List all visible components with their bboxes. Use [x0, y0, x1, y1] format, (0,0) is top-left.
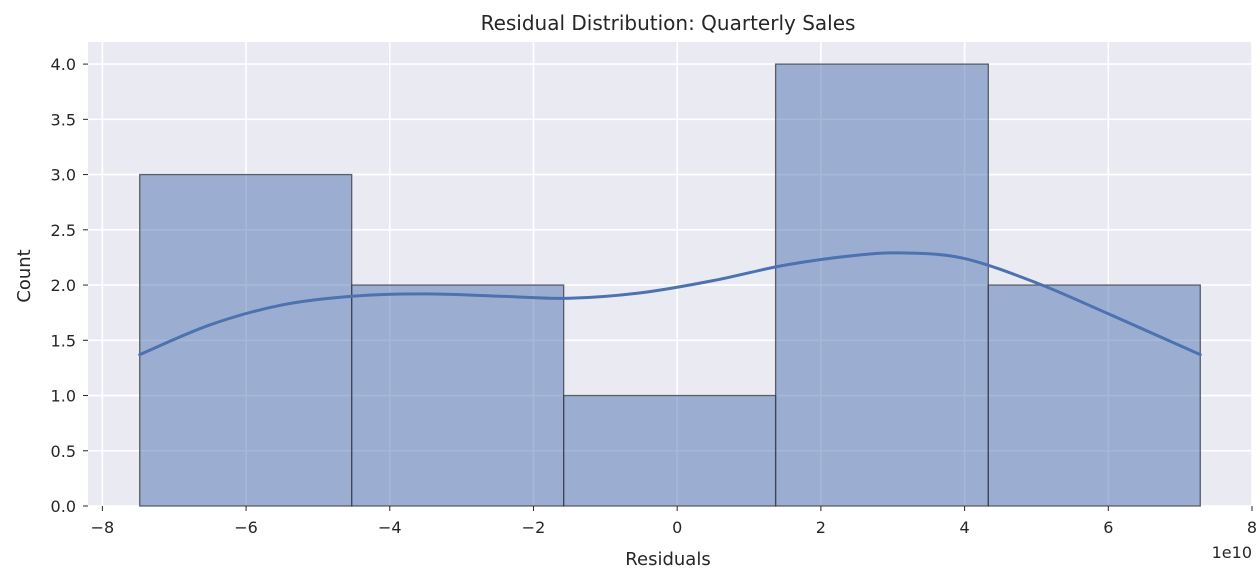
x-axis-ticks: −8 −6 −4 −2 0 2 4 6 8 — [91, 506, 1257, 537]
x-tick-label: −2 — [522, 518, 546, 537]
histogram-bar — [563, 394, 777, 507]
kde-curve-layer — [138, 251, 1202, 357]
y-tick-label: 2.0 — [51, 276, 76, 295]
x-tick-label: 6 — [1103, 518, 1113, 537]
x-tick-label: 2 — [816, 518, 826, 537]
x-axis-offset-label: 1e10 — [1212, 543, 1252, 562]
histogram-bar — [774, 63, 989, 507]
x-tick-label: 0 — [672, 518, 682, 537]
y-axis-label: Count — [14, 249, 35, 302]
y-tick-label: 1.0 — [51, 387, 76, 406]
kde-curve — [138, 251, 1202, 357]
y-tick-label: 3.0 — [51, 166, 76, 185]
y-tick-label: 2.5 — [51, 221, 76, 240]
y-axis-ticks: 0.0 0.5 1.0 1.5 2.0 2.5 3.0 3.5 4.0 — [51, 55, 88, 516]
histogram-bar — [987, 284, 1201, 507]
x-tick-label: 8 — [1247, 518, 1257, 537]
x-tick-label: −8 — [91, 518, 115, 537]
x-tick-label: −6 — [234, 518, 258, 537]
histogram-bar — [351, 284, 565, 507]
y-tick-label: 0.5 — [51, 442, 76, 461]
y-tick-label: 3.5 — [51, 110, 76, 129]
y-tick-label: 4.0 — [51, 55, 76, 74]
y-tick-label: 1.5 — [51, 331, 76, 350]
x-tick-label: −4 — [378, 518, 402, 537]
x-axis-label: Residuals — [625, 549, 710, 570]
y-tick-label: 0.0 — [51, 497, 76, 516]
x-tick-label: 4 — [959, 518, 969, 537]
chart-title: Residual Distribution: Quarterly Sales — [481, 11, 856, 35]
